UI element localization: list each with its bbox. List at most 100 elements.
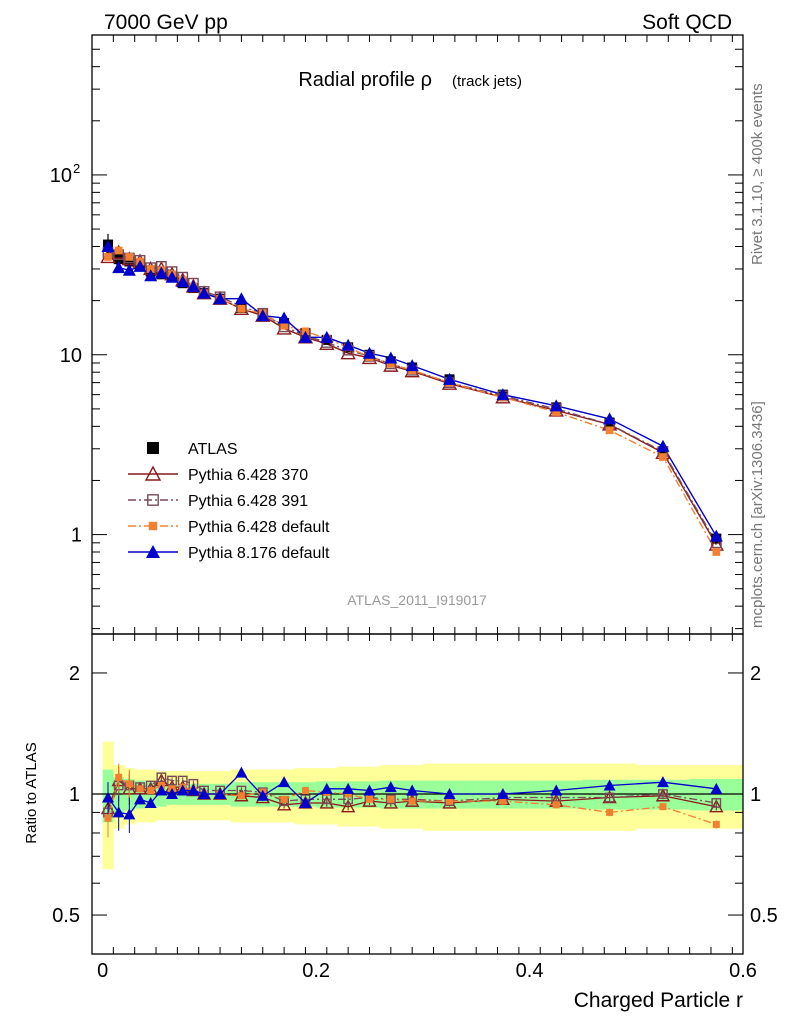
legend-label: Pythia 6.428 default: [188, 519, 330, 536]
data-point: [603, 412, 617, 425]
data-point: [605, 426, 614, 435]
ratio-point: [320, 782, 333, 794]
ratio-point: [123, 808, 136, 820]
data-point: [165, 270, 179, 283]
legend-marker: [146, 545, 160, 558]
main-plot-area: [100, 233, 724, 556]
ratio-point: [156, 772, 167, 783]
x-tick-label: 0.4: [516, 960, 544, 982]
ratio-point: [552, 801, 560, 809]
ratio-point: [136, 785, 144, 793]
ratio-point: [214, 788, 227, 799]
ratio-point: [166, 788, 179, 799]
ratio-point: [446, 797, 454, 805]
ratio-point: [115, 773, 123, 781]
y-tick-label-exponent: 2: [73, 161, 80, 176]
ratio-y-tick-label: 1: [69, 784, 80, 806]
data-point: [659, 453, 667, 461]
x-tick-label: 0: [97, 960, 108, 982]
data-point: [298, 330, 312, 343]
header-left: 7000 GeV pp: [104, 11, 228, 34]
ratio-point: [134, 793, 147, 805]
ratio-point: [167, 775, 177, 786]
ratio-point: [104, 814, 112, 822]
ratio-point: [340, 799, 356, 813]
ratio-point: [278, 776, 291, 788]
ratio-point: [276, 797, 292, 811]
legend-label: ATLAS: [188, 441, 238, 458]
ratio-point: [235, 766, 248, 778]
data-point: [443, 372, 457, 385]
data-point: [144, 269, 158, 282]
legend-marker: [148, 521, 158, 531]
ratio-point: [102, 791, 115, 803]
data-point: [101, 239, 115, 252]
legend-marker: [147, 442, 159, 454]
data-point: [234, 292, 248, 305]
ratio-y-tick-label-right: 1: [750, 784, 761, 806]
ratio-point: [280, 795, 288, 803]
data-point: [256, 309, 270, 322]
ratio-point: [299, 796, 312, 808]
data-point: [197, 286, 211, 299]
ratio-point: [187, 784, 200, 796]
ratio-axes: 0.5 0.5 1 1 2 2 0 0.2 0.4 0.6: [52, 634, 778, 982]
ratio-point: [710, 782, 723, 794]
data-point: [176, 275, 190, 288]
ratio-point: [604, 792, 615, 803]
ratio-point: [342, 782, 355, 794]
data-point: [146, 265, 155, 273]
ratio-point: [147, 787, 155, 795]
ratio-y-tick-label-right: 0.5: [750, 905, 778, 927]
ratio-point: [550, 784, 563, 796]
ratio-point: [606, 808, 614, 816]
data-point: [552, 408, 561, 416]
ratio-plot-area: [92, 741, 744, 870]
data-point: [114, 246, 123, 255]
data-point: [237, 305, 246, 313]
ratio-point: [711, 798, 722, 808]
ratio-point: [363, 784, 376, 796]
data-point: [124, 256, 135, 267]
ratio-point: [144, 796, 157, 808]
legend-label: Pythia 6.428 370: [188, 467, 308, 484]
data-point: [341, 338, 355, 351]
ratio-point: [365, 795, 373, 803]
ratio-point: [603, 779, 616, 791]
ratio-ylabel: Ratio to ATLAS: [23, 742, 40, 843]
ratio-line-2: [107, 776, 717, 826]
data-point: [712, 548, 721, 556]
data-point: [104, 253, 112, 261]
y-tick-label: 10: [50, 165, 72, 187]
ratio-point: [712, 820, 720, 828]
ratio-point: [319, 795, 334, 809]
data-point: [319, 335, 335, 351]
legend-label: Pythia 8.176 default: [188, 545, 330, 562]
data-point: [280, 321, 288, 330]
ratio-point: [709, 799, 724, 813]
ratio-y-tick-label: 2: [69, 663, 80, 685]
ratio-point: [256, 789, 269, 801]
ratio-point: [387, 795, 395, 803]
legend: ATLAS Pythia 6.428 370 Pythia 6.428 391 Pyt…: [128, 441, 330, 562]
data-point: [340, 345, 356, 360]
y-tick-label: 1: [71, 525, 82, 547]
ratio-point: [112, 806, 125, 818]
ratio-panel: 0.5 0.5 1 1 2 2 0 0.2 0.4 0.6 Ratio to ATLAS Char…: [23, 633, 778, 1012]
ratio-point: [344, 790, 352, 798]
data-point: [320, 330, 334, 343]
data-point: [549, 399, 563, 412]
data-point: [656, 439, 670, 452]
legend-label: Pythia 6.428 391: [188, 493, 308, 510]
rivet-label: Rivet 3.1.10, ≥ 400k events: [749, 83, 766, 265]
header-right: Soft QCD: [642, 11, 732, 34]
data-point: [405, 359, 419, 372]
ratio-point: [658, 789, 668, 799]
main-title-suffix: (track jets): [452, 73, 522, 90]
x-tick-label: 0.2: [302, 960, 330, 982]
ratio-point: [176, 784, 189, 796]
ratio-point: [496, 788, 509, 799]
